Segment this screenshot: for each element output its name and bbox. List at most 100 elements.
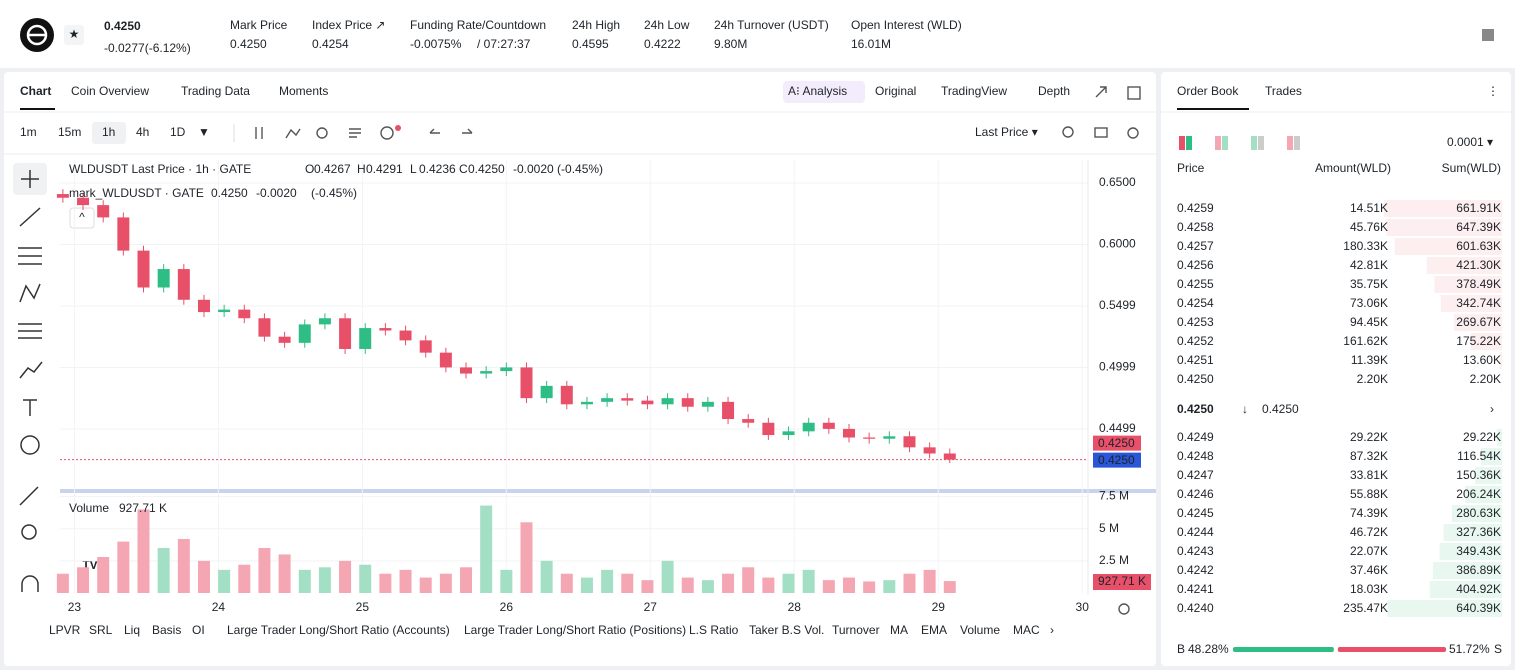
mode-icon[interactable] (1179, 136, 1185, 150)
ob-price[interactable]: 0.4253 (1177, 315, 1214, 329)
ob-price[interactable]: 0.4257 (1177, 239, 1214, 253)
stat-value: -0.0075% (410, 37, 462, 51)
tab[interactable]: Coin Overview (71, 84, 149, 98)
fib-tool[interactable] (18, 323, 42, 339)
ob-sum: 647.39K (1456, 220, 1501, 234)
replay-icon[interactable] (316, 127, 328, 139)
interval[interactable]: 1m (20, 125, 37, 139)
settings-icon[interactable] (1127, 127, 1139, 139)
ob-price[interactable]: 0.4240 (1177, 601, 1214, 615)
ob-price[interactable]: 0.4256 (1177, 258, 1214, 272)
mode-icon[interactable] (1186, 136, 1192, 150)
crosshair-tool[interactable] (21, 170, 39, 188)
ob-price[interactable]: 0.4259 (1177, 201, 1214, 215)
view-tab[interactable]: A⁝ Analysis (788, 84, 847, 98)
mode-icon[interactable] (1287, 136, 1293, 150)
ob-price[interactable]: 0.4250 (1177, 372, 1214, 386)
indicator[interactable]: MA (890, 623, 908, 637)
candles-icon[interactable] (255, 127, 263, 139)
ob-price[interactable]: 0.4255 (1177, 277, 1214, 291)
mark-value: (-0.45%) (311, 186, 357, 200)
mode-icon[interactable] (1222, 136, 1228, 150)
channel-tool[interactable] (18, 247, 42, 265)
redo-icon[interactable] (462, 128, 473, 134)
emoji-tool[interactable] (20, 435, 40, 455)
fullscreen-icon[interactable] (1095, 86, 1107, 98)
view-tab[interactable]: TradingView (941, 84, 1007, 98)
ob-amount: 22.07K (1350, 544, 1388, 558)
ob-tab[interactable]: Trades (1265, 84, 1302, 98)
indicator[interactable]: Taker B.S Vol. (749, 623, 824, 637)
ob-price[interactable]: 0.4254 (1177, 296, 1214, 310)
ob-price[interactable]: 0.4251 (1177, 353, 1214, 367)
view-tab[interactable]: Depth (1038, 84, 1070, 98)
undo-icon[interactable] (429, 128, 440, 134)
interval[interactable]: 1D (170, 125, 186, 139)
ob-price[interactable]: 0.4241 (1177, 582, 1214, 596)
favorite[interactable] (64, 25, 84, 45)
pattern-tool[interactable] (19, 283, 41, 303)
ob-price[interactable]: 0.4248 (1177, 449, 1214, 463)
mode-icon[interactable] (1258, 136, 1264, 150)
indicator[interactable]: Large Trader Long/Short Ratio (Positions… (464, 623, 686, 637)
magnet-tool[interactable] (21, 575, 39, 592)
ob-price[interactable]: 0.4244 (1177, 525, 1214, 539)
depth-bar (1426, 257, 1502, 274)
favorite-star[interactable]: ★ (69, 27, 80, 41)
mode-icon[interactable] (1251, 136, 1257, 150)
indicator[interactable]: MACD (1013, 623, 1049, 637)
mode-icon[interactable] (1215, 136, 1221, 150)
indicator[interactable]: OI (192, 623, 205, 637)
indicator[interactable]: LPVR (49, 623, 81, 637)
add-icon[interactable] (380, 126, 394, 140)
zoom-tool[interactable] (21, 524, 37, 540)
interval[interactable]: 1h (102, 125, 115, 139)
layout-icon[interactable] (1482, 29, 1494, 41)
snapshot-icon[interactable] (1094, 127, 1108, 138)
ob-price[interactable]: 0.4247 (1177, 468, 1214, 482)
indicator[interactable]: Basis (152, 623, 181, 637)
interval[interactable]: 4h (136, 125, 149, 139)
indicator[interactable]: Turnover (832, 623, 880, 637)
ob-price[interactable]: 0.4242 (1177, 563, 1214, 577)
search-icon[interactable] (1062, 126, 1074, 138)
tab[interactable]: Chart (20, 84, 51, 98)
ruler-tool[interactable] (19, 486, 39, 506)
ob-amount: 11.39K (1351, 353, 1388, 367)
ob-price[interactable]: 0.4258 (1177, 220, 1214, 234)
price-source[interactable]: Last Price ▾ (975, 125, 1038, 139)
brush-tool[interactable] (19, 361, 43, 379)
more-icon[interactable]: ⋮ (1487, 84, 1499, 98)
tab[interactable]: Trading Data (181, 84, 250, 98)
interval[interactable]: 15m (58, 125, 81, 139)
indicator-icon[interactable] (285, 128, 301, 139)
indicator[interactable]: EMA (921, 623, 947, 637)
line-tool[interactable] (19, 207, 41, 227)
window-icon[interactable] (1127, 86, 1141, 100)
ob-price[interactable]: 0.4246 (1177, 487, 1214, 501)
indicator[interactable]: Liq (124, 623, 140, 637)
mode-icon[interactable] (1294, 136, 1300, 150)
ob-price[interactable]: 0.4249 (1177, 430, 1214, 444)
ob-price[interactable]: 0.4252 (1177, 334, 1214, 348)
precision[interactable]: 0.0001 ▾ (1447, 135, 1493, 149)
collapse-icon[interactable]: ^ (79, 210, 85, 224)
view-tab[interactable]: Original (875, 84, 916, 98)
indicator[interactable]: SRL (89, 623, 113, 637)
candle-body (117, 217, 130, 251)
tab[interactable]: Moments (279, 84, 328, 98)
indicator[interactable]: Volume (960, 623, 1000, 637)
text-tool[interactable] (23, 399, 37, 416)
chevron[interactable]: › (1490, 402, 1494, 416)
x-tick-label: 24 (212, 600, 226, 614)
template-icon[interactable] (349, 128, 361, 138)
ob-tab[interactable]: Order Book (1177, 84, 1239, 98)
indicator-next[interactable]: › (1050, 623, 1054, 637)
volume-tick-label: 2.5 M (1099, 553, 1129, 567)
ob-price[interactable]: 0.4245 (1177, 506, 1214, 520)
collapse-legend[interactable] (69, 207, 95, 229)
indicator[interactable]: L.S Ratio (689, 623, 739, 637)
reset-icon[interactable] (1118, 603, 1130, 615)
ob-price[interactable]: 0.4243 (1177, 544, 1214, 558)
indicator[interactable]: Large Trader Long/Short Ratio (Accounts) (227, 623, 450, 637)
